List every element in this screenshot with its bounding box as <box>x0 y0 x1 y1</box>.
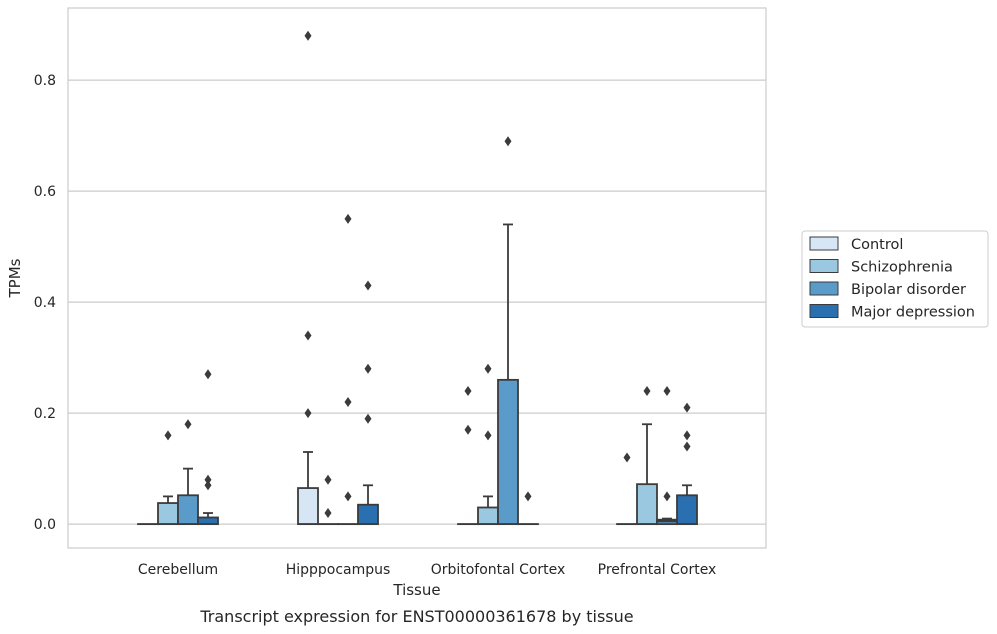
legend-frame <box>801 230 989 328</box>
box-body <box>177 494 199 526</box>
box-control <box>457 385 479 526</box>
legend-label: Bipolar disorder <box>851 282 966 298</box>
outlier-point <box>484 430 492 441</box>
outlier-point <box>683 402 691 413</box>
box-body <box>676 494 698 526</box>
outlier-point <box>623 452 631 463</box>
outlier-point <box>364 280 372 291</box>
gridlines <box>68 79 766 525</box>
legend-label: Control <box>851 237 903 253</box>
legend-label: Schizophrenia <box>851 260 953 276</box>
box-major-depression <box>197 369 219 526</box>
outlier-point <box>504 136 512 147</box>
box-marks <box>137 30 698 526</box>
outlier-point <box>524 491 532 502</box>
box-bipolar-disorder <box>497 136 519 526</box>
legend-label: Major depression <box>851 305 975 321</box>
box-bipolar-disorder <box>337 213 359 526</box>
box-schizophrenia <box>317 474 339 526</box>
box-body <box>197 516 219 526</box>
box-control <box>616 452 638 526</box>
x-tick-label: Orbitofontal Cortex <box>431 562 566 578</box>
x-axis-ticks: Cerebellum Hipppocampus Orbitofontal Corte… <box>138 562 716 578</box>
outlier-point <box>324 474 332 485</box>
x-axis-label: Tissue <box>392 581 440 599</box>
outlier-point <box>484 363 492 374</box>
box-bipolar-disorder <box>177 419 199 526</box>
x-tick-label: Cerebellum <box>138 562 218 578</box>
box-body <box>497 378 519 526</box>
outlier-point <box>364 363 372 374</box>
box-body <box>157 502 179 526</box>
outlier-point <box>464 385 472 396</box>
box-body <box>297 487 319 526</box>
outlier-point <box>304 330 312 341</box>
outlier-point <box>324 508 332 519</box>
y-axis-label: TPMs <box>6 258 24 298</box>
legend-swatch <box>809 259 839 273</box>
outlier-point <box>643 385 651 396</box>
outlier-point <box>344 213 352 224</box>
x-tick-label: Prefrontal Cortex <box>598 562 717 578</box>
outlier-point <box>164 430 172 441</box>
legend-swatch <box>809 236 839 251</box>
box-schizophrenia <box>636 385 658 526</box>
box-schizophrenia <box>477 363 499 526</box>
box-body <box>477 506 499 526</box>
y-tick-label: 0.4 <box>34 295 56 311</box>
outlier-point <box>204 369 212 380</box>
outlier-point <box>184 419 192 430</box>
outlier-point <box>683 430 691 441</box>
y-tick-label: 0.6 <box>34 184 56 200</box>
box-major-depression <box>357 280 379 526</box>
chart-caption: Transcript expression for ENST0000036167… <box>199 607 633 626</box>
plot-area-frame <box>67 7 767 549</box>
y-tick-label: 0.2 <box>34 406 56 422</box>
outlier-point <box>304 30 312 41</box>
box-control <box>297 30 319 526</box>
outlier-point <box>344 491 352 502</box>
y-axis-ticks: 0.0 0.2 0.4 0.6 0.8 <box>34 73 56 533</box>
box-major-depression <box>676 402 698 526</box>
outlier-point <box>344 397 352 408</box>
legend: Control Schizophrenia Bipolar disorder Majo… <box>801 230 989 328</box>
box-schizophrenia <box>157 430 179 526</box>
outlier-point <box>304 408 312 419</box>
outlier-point <box>663 491 671 502</box>
y-tick-label: 0.8 <box>34 73 56 89</box>
legend-swatch <box>809 304 839 318</box>
y-tick-label: 0.0 <box>34 517 56 533</box>
legend-swatch <box>809 281 839 296</box>
box-major-depression <box>517 491 539 526</box>
outlier-point <box>204 474 212 485</box>
outlier-point <box>683 441 691 452</box>
outlier-point <box>663 385 671 396</box>
x-tick-label: Hipppocampus <box>286 562 391 578</box>
outlier-point <box>464 424 472 435</box>
outlier-point <box>204 480 212 491</box>
outlier-point <box>364 413 372 424</box>
box-body <box>357 503 379 526</box>
box-bipolar-disorder <box>656 385 678 526</box>
box-body <box>636 483 658 526</box>
